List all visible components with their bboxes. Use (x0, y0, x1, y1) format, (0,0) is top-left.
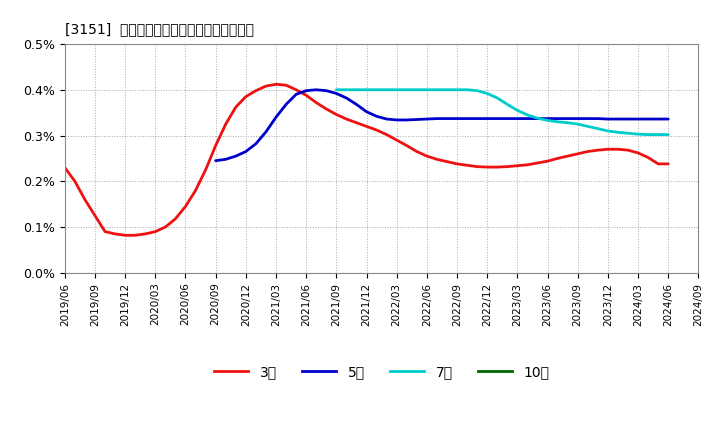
5年 (413, 117, 421, 122)
7年 (413, 87, 421, 92)
3年 (212, 143, 220, 148)
5年 (603, 117, 612, 122)
7年 (634, 132, 642, 137)
5年 (322, 88, 330, 93)
3年 (664, 161, 672, 166)
5年 (534, 116, 542, 121)
7年 (624, 131, 632, 136)
5年 (644, 117, 652, 122)
5年 (282, 102, 290, 107)
Line: 3年: 3年 (65, 84, 668, 235)
7年 (593, 126, 602, 131)
5年 (473, 116, 482, 121)
7年 (493, 95, 502, 101)
5年 (251, 141, 260, 147)
7年 (443, 87, 451, 92)
7年 (332, 87, 341, 92)
7年 (543, 118, 552, 123)
7年 (503, 102, 512, 107)
5年 (513, 116, 522, 121)
5年 (221, 157, 230, 162)
5年 (583, 116, 592, 121)
5年 (624, 117, 632, 122)
5年 (543, 116, 552, 121)
5年 (302, 88, 310, 93)
7年 (563, 120, 572, 125)
7年 (342, 87, 351, 92)
5年 (593, 116, 602, 121)
7年 (513, 108, 522, 113)
7年 (382, 87, 391, 92)
5年 (342, 95, 351, 101)
7年 (402, 87, 411, 92)
5年 (453, 116, 462, 121)
7年 (644, 132, 652, 137)
5年 (553, 116, 562, 121)
7年 (483, 91, 492, 96)
5年 (241, 149, 250, 154)
3年 (60, 165, 69, 170)
7年 (473, 88, 482, 93)
5年 (443, 116, 451, 121)
7年 (362, 87, 371, 92)
7年 (433, 87, 441, 92)
5年 (463, 116, 472, 121)
5年 (634, 117, 642, 122)
5年 (573, 116, 582, 121)
3年 (292, 87, 300, 92)
5年 (433, 116, 441, 121)
5年 (312, 87, 320, 92)
3年 (443, 159, 451, 164)
5年 (212, 158, 220, 163)
5年 (493, 116, 502, 121)
7年 (553, 119, 562, 125)
5年 (523, 116, 532, 121)
7年 (463, 87, 472, 92)
3年 (121, 233, 130, 238)
5年 (332, 91, 341, 96)
5年 (402, 117, 411, 123)
3年 (271, 82, 280, 87)
Line: 5年: 5年 (216, 90, 668, 161)
7年 (423, 87, 431, 92)
7年 (352, 87, 361, 92)
5年 (261, 129, 270, 135)
7年 (523, 112, 532, 117)
5年 (392, 117, 401, 123)
Text: [3151]  経常利益マージンの標準偏差の推移: [3151] 経常利益マージンの標準偏差の推移 (65, 22, 254, 36)
7年 (573, 121, 582, 127)
5年 (271, 114, 280, 120)
Line: 7年: 7年 (336, 90, 668, 135)
5年 (382, 117, 391, 122)
3年 (603, 147, 612, 152)
7年 (664, 132, 672, 137)
5年 (483, 116, 492, 121)
7年 (603, 128, 612, 134)
Legend: 3年, 5年, 7年, 10年: 3年, 5年, 7年, 10年 (208, 360, 555, 385)
7年 (613, 130, 622, 135)
5年 (563, 116, 572, 121)
5年 (352, 102, 361, 107)
5年 (613, 117, 622, 122)
3年 (192, 188, 200, 193)
5年 (231, 154, 240, 159)
7年 (534, 115, 542, 121)
7年 (654, 132, 662, 137)
5年 (292, 92, 300, 97)
5年 (362, 109, 371, 114)
5年 (503, 116, 512, 121)
7年 (372, 87, 381, 92)
7年 (392, 87, 401, 92)
7年 (583, 124, 592, 129)
5年 (423, 117, 431, 122)
5年 (664, 117, 672, 122)
7年 (453, 87, 462, 92)
3年 (402, 143, 411, 148)
5年 (654, 117, 662, 122)
5年 (372, 114, 381, 119)
